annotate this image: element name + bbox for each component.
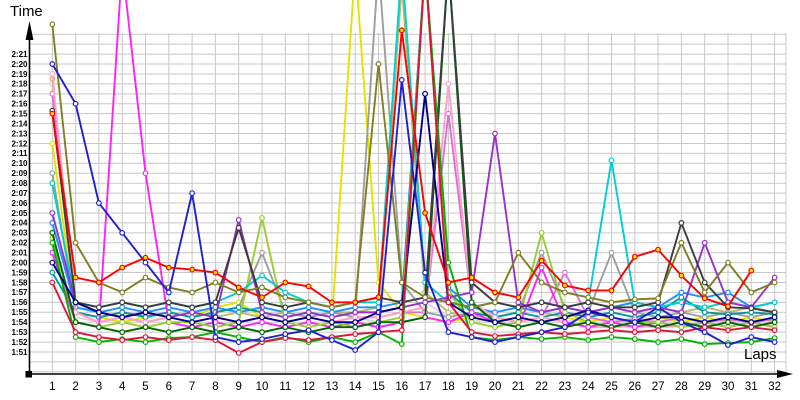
svg-text:2:07: 2:07 — [11, 189, 28, 198]
svg-text:2:05: 2:05 — [11, 209, 28, 218]
svg-text:2:02: 2:02 — [11, 239, 28, 248]
svg-text:13: 13 — [326, 381, 339, 393]
svg-text:2:18: 2:18 — [11, 80, 28, 89]
svg-text:1:54: 1:54 — [11, 318, 28, 327]
y-axis-title: Time — [10, 3, 43, 20]
svg-text:4: 4 — [119, 381, 126, 393]
svg-text:1:55: 1:55 — [11, 308, 28, 317]
svg-text:1:57: 1:57 — [11, 288, 28, 297]
svg-text:3: 3 — [96, 381, 102, 393]
svg-text:25: 25 — [605, 381, 618, 393]
svg-text:6: 6 — [166, 381, 172, 393]
svg-text:1: 1 — [49, 381, 55, 393]
svg-text:2:01: 2:01 — [11, 249, 28, 258]
svg-text:17: 17 — [419, 381, 432, 393]
svg-text:2:12: 2:12 — [11, 139, 28, 148]
svg-text:29: 29 — [698, 381, 711, 393]
svg-text:10: 10 — [256, 381, 269, 393]
svg-text:11: 11 — [279, 381, 291, 393]
series-red — [49, 27, 755, 310]
svg-text:27: 27 — [652, 381, 665, 393]
svg-text:2:08: 2:08 — [11, 179, 28, 188]
svg-text:1:56: 1:56 — [11, 298, 28, 307]
svg-text:2:19: 2:19 — [11, 70, 28, 79]
svg-text:2:17: 2:17 — [11, 90, 28, 99]
y-tick-labels: 1:511:521:531:541:551:561:571:581:592:00… — [11, 50, 28, 357]
svg-text:21: 21 — [512, 381, 525, 393]
series-lines — [49, 0, 778, 356]
svg-text:2:04: 2:04 — [11, 219, 28, 228]
svg-text:2:13: 2:13 — [11, 129, 28, 138]
series-blue — [49, 61, 778, 353]
svg-text:30: 30 — [722, 381, 735, 393]
svg-text:16: 16 — [395, 381, 408, 393]
svg-text:1:51: 1:51 — [11, 348, 28, 357]
svg-text:23: 23 — [559, 381, 572, 393]
svg-text:2:16: 2:16 — [11, 100, 28, 109]
svg-text:1:59: 1:59 — [11, 268, 28, 277]
svg-text:20: 20 — [489, 381, 502, 393]
svg-text:1:53: 1:53 — [11, 328, 28, 337]
svg-text:1:58: 1:58 — [11, 278, 28, 287]
svg-text:2:09: 2:09 — [11, 169, 28, 178]
svg-text:12: 12 — [302, 381, 315, 393]
svg-text:2:10: 2:10 — [11, 159, 28, 168]
svg-text:28: 28 — [675, 381, 688, 393]
svg-text:2:20: 2:20 — [11, 60, 28, 69]
svg-text:2:03: 2:03 — [11, 229, 28, 238]
svg-text:1:52: 1:52 — [11, 338, 28, 347]
x-axis-title: Laps — [744, 346, 777, 363]
svg-text:9: 9 — [235, 381, 241, 393]
svg-text:19: 19 — [465, 381, 478, 393]
svg-text:18: 18 — [442, 381, 455, 393]
svg-text:24: 24 — [582, 381, 595, 393]
svg-text:2:21: 2:21 — [11, 50, 28, 59]
svg-text:2:11: 2:11 — [12, 149, 28, 158]
svg-text:2:15: 2:15 — [11, 109, 28, 118]
svg-text:2:00: 2:00 — [11, 258, 28, 267]
svg-text:26: 26 — [628, 381, 641, 393]
x-tick-labels: 1 2 3 4 5 6 7 8 9 10 11 12 13 14 15 16 17 18 19 20 21 22 23 24 2… — [49, 381, 781, 393]
svg-text:15: 15 — [372, 381, 385, 393]
svg-text:2:14: 2:14 — [11, 119, 28, 128]
svg-text:5: 5 — [142, 381, 148, 393]
svg-text:31: 31 — [745, 381, 758, 393]
svg-text:22: 22 — [535, 381, 548, 393]
svg-text:2: 2 — [72, 381, 78, 393]
svg-text:14: 14 — [349, 381, 362, 393]
axes — [25, 21, 793, 378]
svg-text:8: 8 — [212, 381, 218, 393]
svg-text:7: 7 — [189, 381, 195, 393]
svg-text:2:06: 2:06 — [11, 199, 28, 208]
svg-text:32: 32 — [768, 381, 781, 393]
